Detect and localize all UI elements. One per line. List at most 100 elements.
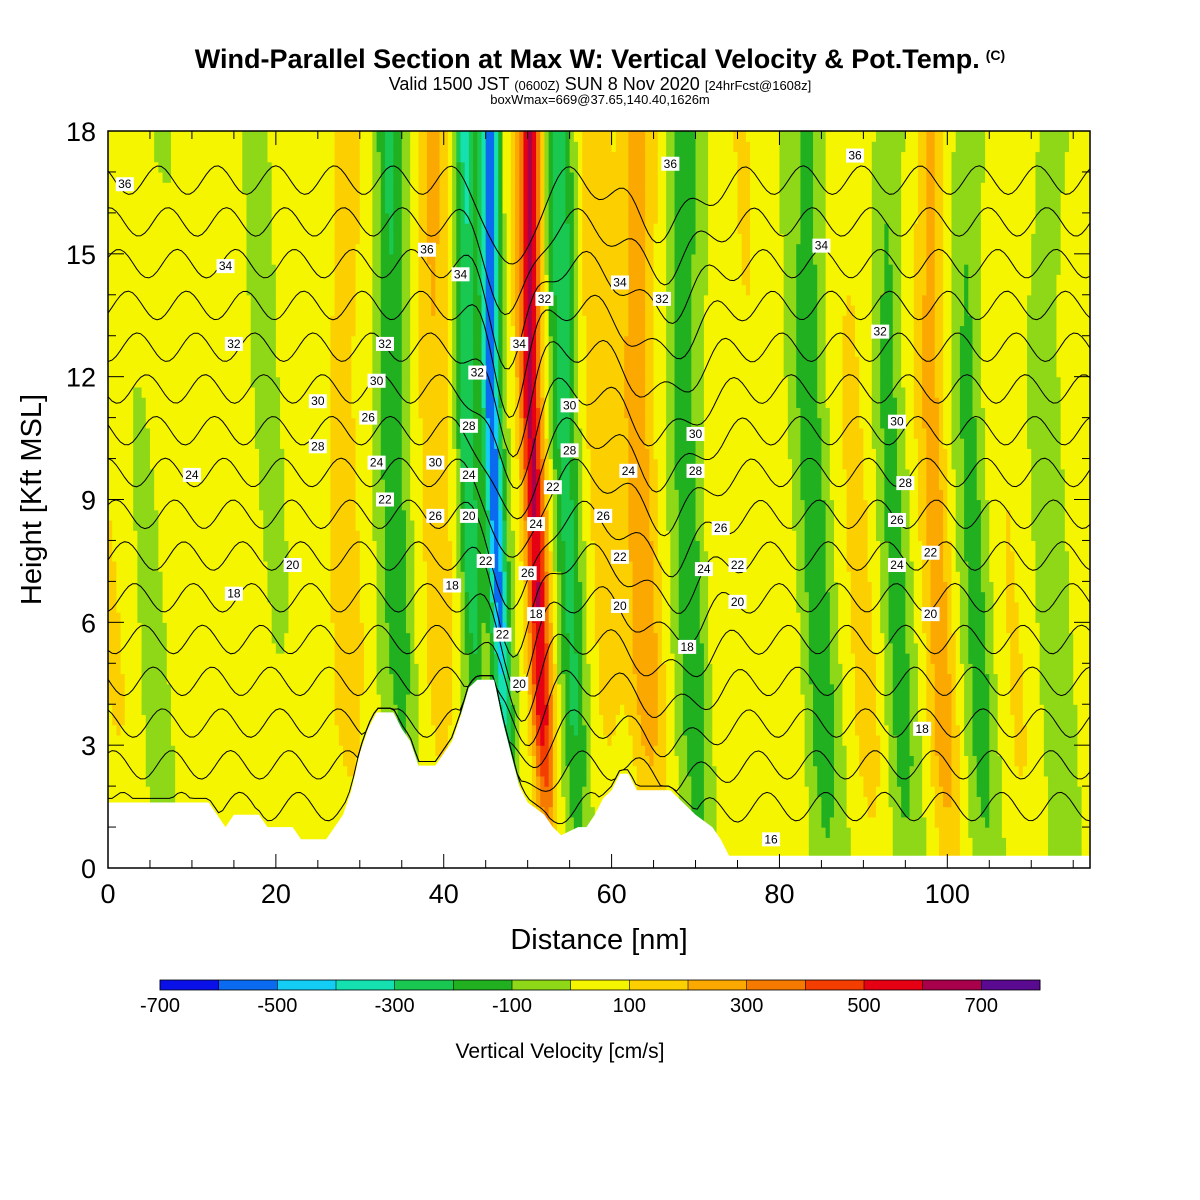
- velocity-cell: [561, 734, 567, 746]
- velocity-cell: [149, 427, 256, 439]
- velocity-cell: [154, 489, 260, 501]
- velocity-cell: [380, 171, 386, 183]
- contour-label-bg: [375, 336, 394, 351]
- velocity-cell: [573, 335, 579, 347]
- velocity-cell: [875, 806, 894, 818]
- velocity-cell: [544, 612, 550, 623]
- velocity-cell: [389, 653, 411, 664]
- velocity-cell: [426, 642, 453, 654]
- velocity-cell: [854, 315, 873, 327]
- velocity-cell: [703, 489, 793, 501]
- velocity-cell: [557, 765, 562, 777]
- velocity-cell: [540, 335, 546, 347]
- velocity-cell: [548, 366, 554, 378]
- velocity-cell: [548, 806, 554, 818]
- velocity-cell: [363, 673, 378, 685]
- velocity-cell: [510, 305, 516, 316]
- velocity-cell: [666, 356, 676, 368]
- velocity-cell: [544, 601, 550, 613]
- velocity-cell: [565, 202, 575, 214]
- velocity-cell: [477, 151, 483, 163]
- velocity-cell: [477, 212, 483, 224]
- velocity-cell: [834, 775, 848, 787]
- velocity-cell: [540, 202, 546, 214]
- velocity-cell: [1048, 786, 1083, 797]
- contour-label-bg: [921, 607, 940, 622]
- velocity-cell: [166, 632, 273, 644]
- velocity-cell: [586, 632, 596, 644]
- velocity-cell: [527, 305, 533, 316]
- velocity-cell: [834, 714, 844, 726]
- velocity-cell: [435, 724, 449, 736]
- velocity-cell: [880, 376, 894, 388]
- velocity-cell: [330, 612, 361, 623]
- velocity-cell: [489, 530, 495, 542]
- velocity-cell: [884, 673, 894, 685]
- velocity-cell: [578, 704, 583, 716]
- velocity-cell: [792, 489, 802, 501]
- velocity-cell: [523, 601, 529, 613]
- velocity-cell: [410, 642, 415, 654]
- contour-label: 24: [367, 455, 386, 470]
- velocity-cell: [548, 714, 554, 726]
- velocity-cell: [901, 356, 915, 368]
- velocity-cell: [519, 775, 533, 787]
- velocity-cell: [552, 345, 558, 357]
- velocity-cell: [552, 182, 567, 194]
- velocity-cell: [363, 642, 378, 654]
- velocity-cell: [909, 714, 919, 726]
- velocity-cell: [544, 806, 550, 818]
- velocity-cell: [544, 223, 550, 234]
- velocity-cell: [703, 366, 785, 378]
- velocity-cell: [334, 182, 361, 194]
- velocity-cell: [544, 386, 550, 398]
- velocity-cell: [951, 438, 965, 449]
- velocity-cell: [410, 632, 415, 644]
- velocity-cell: [552, 141, 567, 153]
- velocity-cell: [645, 202, 659, 214]
- velocity-cell: [1069, 601, 1090, 613]
- velocity-cell: [666, 663, 676, 675]
- velocity-cell: [401, 131, 411, 142]
- velocity-cell: [452, 233, 457, 245]
- velocity-cell: [447, 438, 453, 449]
- velocity-cell: [519, 519, 525, 531]
- velocity-cell: [938, 827, 961, 838]
- velocity-cell: [418, 724, 436, 736]
- velocity-cell: [557, 335, 571, 347]
- velocity-cell: [573, 131, 583, 142]
- velocity-cell: [414, 560, 428, 572]
- velocity-cell: [934, 284, 944, 296]
- velocity-cell: [624, 376, 646, 388]
- velocity-cell: [582, 294, 629, 306]
- velocity-cell: [582, 489, 592, 501]
- velocity-cell: [108, 734, 147, 746]
- velocity-cell: [661, 591, 671, 603]
- velocity-cell: [519, 264, 525, 275]
- velocity-cell: [871, 581, 881, 593]
- velocity-cell: [548, 171, 554, 183]
- velocity-cell: [645, 243, 655, 255]
- velocity-cell: [955, 509, 965, 521]
- velocity-cell: [481, 294, 487, 306]
- velocity-cell: [284, 489, 332, 501]
- velocity-cell: [456, 499, 462, 511]
- velocity-cell: [280, 397, 332, 408]
- velocity-cell: [477, 264, 483, 275]
- velocity-cell: [502, 202, 512, 214]
- velocity-cell: [502, 591, 508, 603]
- contour-label: 20: [921, 607, 940, 622]
- velocity-cell: [586, 734, 592, 746]
- velocity-cell: [703, 305, 785, 316]
- velocity-cell: [913, 294, 923, 306]
- velocity-cell: [674, 724, 684, 736]
- velocity-cell: [502, 366, 508, 378]
- velocity-cell: [997, 673, 1011, 685]
- velocity-cell: [540, 141, 546, 153]
- velocity-cell: [670, 571, 680, 582]
- velocity-cell: [540, 734, 546, 746]
- velocity-cell: [531, 345, 537, 357]
- velocity-cell: [1043, 745, 1079, 757]
- velocity-cell: [502, 417, 508, 429]
